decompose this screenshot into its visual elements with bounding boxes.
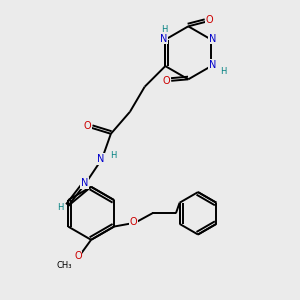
Text: O: O <box>84 122 92 131</box>
Text: O: O <box>129 218 137 227</box>
Text: CH₃: CH₃ <box>57 261 72 270</box>
Text: H: H <box>57 203 63 212</box>
Text: H: H <box>110 152 116 160</box>
Text: N: N <box>209 34 216 44</box>
Text: N: N <box>160 34 167 44</box>
Text: N: N <box>209 60 216 70</box>
Text: N: N <box>81 178 88 188</box>
Text: H: H <box>161 25 167 34</box>
Text: O: O <box>74 251 82 261</box>
Text: O: O <box>163 76 171 86</box>
Text: N: N <box>97 154 104 164</box>
Text: H: H <box>220 67 227 76</box>
Text: O: O <box>206 15 214 26</box>
